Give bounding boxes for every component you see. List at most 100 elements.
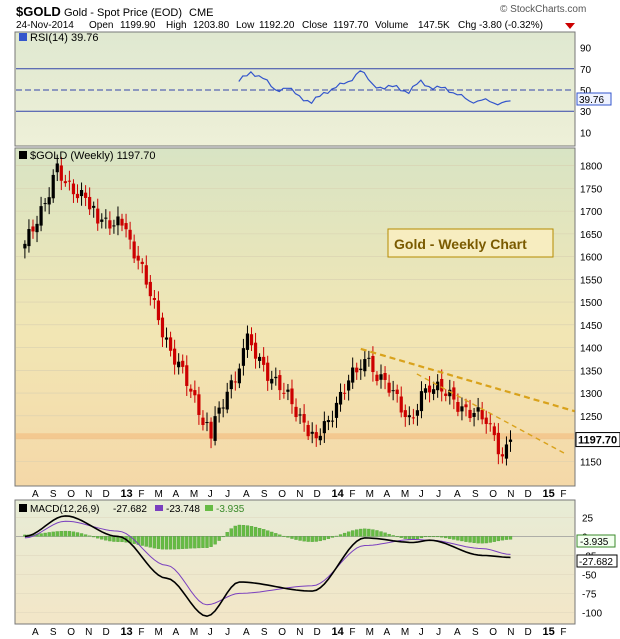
candle-body	[476, 407, 480, 412]
candle-body	[23, 243, 27, 249]
month-tick-label: J	[419, 489, 424, 500]
histogram-bar	[39, 533, 43, 537]
month-tick-label: N	[507, 489, 514, 500]
rsi-tick-label: 50	[580, 86, 592, 97]
candle-body	[185, 365, 189, 386]
histogram-bar	[51, 531, 55, 537]
candle-body	[193, 390, 197, 396]
histogram-bar	[468, 536, 472, 543]
candle-body	[124, 223, 128, 230]
month-tick-label: O	[67, 489, 75, 500]
histogram-bar	[92, 536, 96, 538]
month-tick-label: F	[560, 627, 566, 638]
rsi-legend-swatch	[19, 33, 27, 41]
price-tick-label: 1500	[580, 298, 603, 309]
candle-body	[270, 378, 274, 384]
histogram-bar	[391, 535, 395, 537]
histogram-bar	[67, 531, 72, 537]
candle-body	[249, 334, 254, 346]
histogram-bar	[55, 531, 59, 537]
candle-body	[35, 223, 39, 233]
candle-body	[387, 382, 391, 393]
rsi-tick-label: 10	[580, 128, 592, 139]
histogram-bar	[419, 536, 424, 539]
price-tick-label: 1600	[580, 253, 603, 264]
signal-legend-value: -23.748	[166, 504, 200, 515]
volume-value: 147.5K	[418, 20, 450, 31]
month-tick-label: D	[314, 627, 321, 638]
candle-body	[456, 402, 460, 412]
histogram-bar	[427, 536, 432, 538]
candle-body	[334, 402, 339, 418]
price-tick-label: 1550	[580, 275, 603, 286]
histogram-bar	[168, 536, 173, 550]
trendline	[416, 373, 567, 456]
candle-body	[432, 389, 436, 394]
candle-body	[59, 165, 63, 181]
candle-body	[92, 205, 96, 208]
histogram-bar	[338, 534, 343, 537]
histogram-bar	[399, 536, 403, 538]
macd-tick-label: -75	[582, 589, 597, 600]
month-tick-label: N	[85, 627, 92, 638]
candle-body	[55, 163, 59, 173]
histogram-bar	[290, 536, 294, 539]
histogram-bar	[75, 532, 80, 537]
month-tick-label: J	[208, 627, 213, 638]
candle-body	[205, 422, 209, 424]
candle-body	[367, 357, 371, 359]
month-tick-label: N	[507, 627, 514, 638]
candle-body	[383, 373, 387, 380]
histogram-bar	[249, 526, 254, 537]
price-tick-label: 1250	[580, 412, 603, 423]
high-value: 1203.80	[193, 20, 230, 31]
candle-body	[31, 226, 35, 232]
month-tick-label: N	[296, 627, 303, 638]
price-tick-label: 1150	[580, 457, 602, 468]
month-tick-label: A	[172, 489, 179, 500]
histogram-bar	[221, 536, 225, 538]
month-tick-label: M	[190, 627, 198, 638]
month-tick-label: M	[155, 627, 163, 638]
histogram-bar	[152, 536, 157, 549]
price-tick-label: 1650	[580, 230, 603, 241]
histogram-bar	[245, 525, 250, 537]
rsi-tick-label: 30	[580, 107, 592, 118]
candle-body	[444, 393, 448, 396]
candle-body	[423, 388, 428, 393]
histogram-bar	[456, 536, 460, 541]
histogram-bar	[488, 536, 492, 543]
candle-body	[302, 414, 306, 423]
macd-legend-value: -27.682	[113, 504, 147, 515]
candle-body	[452, 387, 456, 400]
rsi-tick-label: 70	[580, 65, 592, 76]
histogram-bar	[306, 536, 310, 542]
month-tick-label: D	[314, 489, 321, 500]
candle-body	[480, 409, 484, 420]
month-tick-label: 15	[542, 626, 554, 638]
candle-body	[189, 388, 193, 392]
month-tick-label: J	[436, 489, 441, 500]
candle-body	[148, 281, 152, 297]
histogram-bar	[480, 536, 484, 544]
candle-body	[391, 390, 395, 392]
quote-date: 24-Nov-2014	[16, 20, 74, 31]
histogram-bar	[444, 536, 448, 539]
macd-current-value: -27.682	[579, 557, 613, 568]
candle-body	[338, 391, 343, 405]
candle-body	[436, 381, 440, 391]
month-tick-label: J	[208, 489, 213, 500]
histogram-bar	[286, 536, 290, 538]
candle-body	[181, 360, 185, 367]
histogram-bar	[452, 536, 456, 540]
candle-body	[371, 355, 375, 373]
histogram-bar	[436, 536, 440, 538]
close-value: 1197.70	[333, 20, 369, 31]
candle-body	[108, 220, 112, 229]
candle-body	[314, 432, 318, 439]
histogram-bar	[237, 524, 242, 537]
histogram-bar	[322, 536, 327, 541]
hist-legend-swatch	[205, 505, 213, 511]
month-tick-label: F	[349, 489, 355, 500]
hist-current-box	[576, 534, 616, 548]
